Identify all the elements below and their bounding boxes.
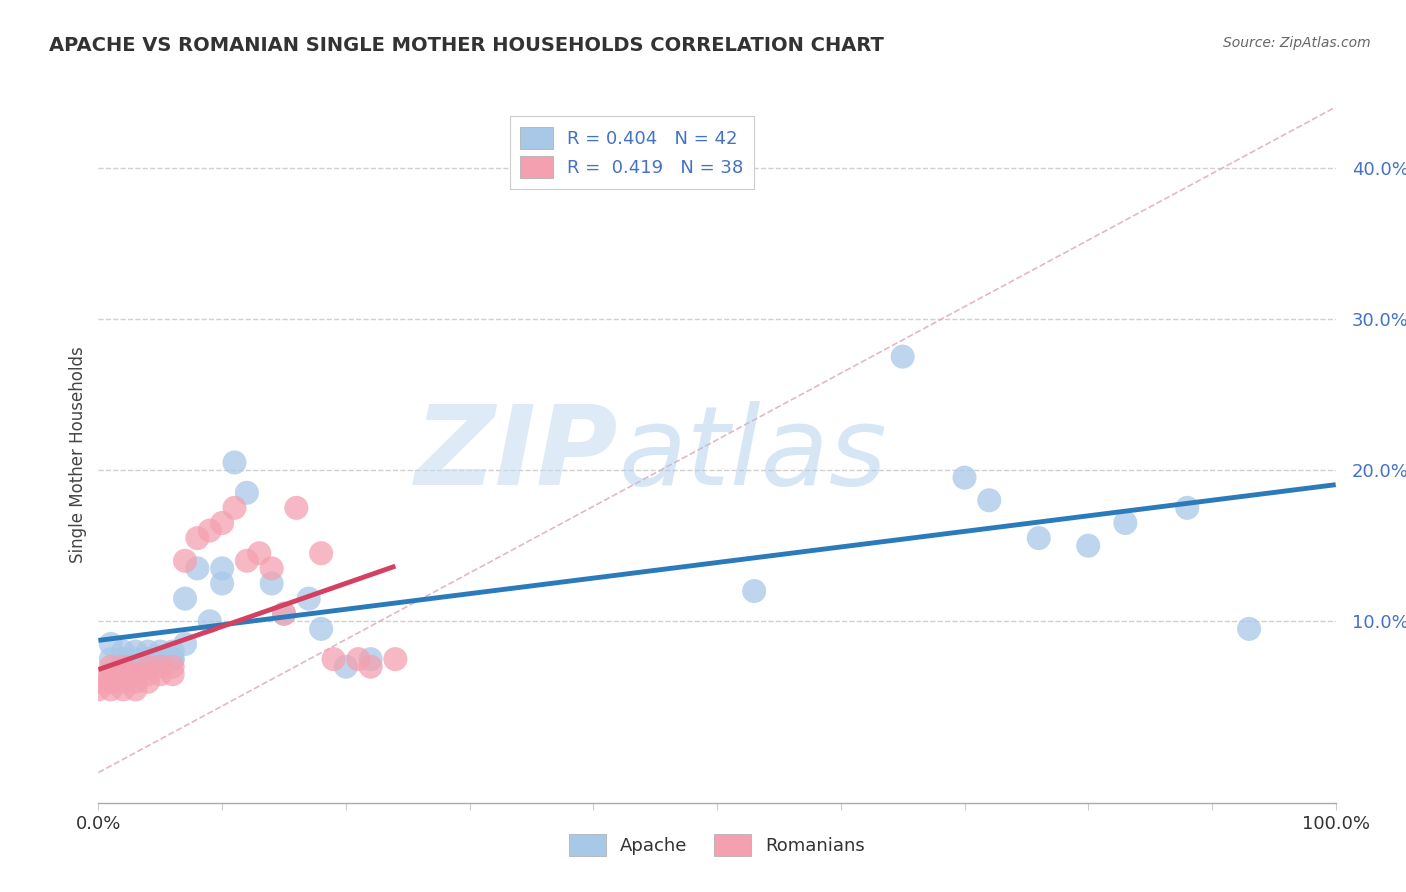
Point: [112, 674, 135, 689]
Point: [112, 652, 135, 666]
Point: [124, 644, 146, 658]
Point: [322, 652, 344, 666]
Point: [112, 659, 135, 673]
Point: [112, 652, 135, 666]
Point: [186, 561, 208, 575]
Point: [1028, 531, 1050, 545]
Point: [124, 667, 146, 681]
Point: [149, 644, 172, 658]
Point: [335, 659, 357, 673]
Point: [100, 674, 122, 689]
Point: [360, 659, 382, 673]
Point: [309, 546, 332, 560]
Point: [124, 674, 146, 689]
Point: [224, 500, 246, 515]
Point: [891, 350, 914, 364]
Point: [124, 667, 146, 681]
Point: [162, 652, 184, 666]
Legend: Apache, Romanians: Apache, Romanians: [562, 827, 872, 863]
Point: [309, 622, 332, 636]
Point: [112, 659, 135, 673]
Text: Source: ZipAtlas.com: Source: ZipAtlas.com: [1223, 36, 1371, 50]
Point: [1114, 516, 1136, 530]
Point: [174, 554, 197, 568]
Point: [136, 652, 159, 666]
Point: [100, 667, 122, 681]
Text: ZIP: ZIP: [415, 401, 619, 508]
Point: [162, 659, 184, 673]
Point: [174, 591, 197, 606]
Point: [1175, 500, 1198, 515]
Point: [112, 682, 135, 697]
Point: [1077, 539, 1099, 553]
Point: [112, 644, 135, 658]
Point: [100, 659, 122, 673]
Point: [224, 455, 246, 469]
Point: [162, 667, 184, 681]
Point: [87, 674, 110, 689]
Point: [1237, 622, 1260, 636]
Point: [162, 652, 184, 666]
Point: [186, 531, 208, 545]
Point: [162, 644, 184, 658]
Point: [211, 516, 233, 530]
Point: [247, 546, 270, 560]
Point: [174, 637, 197, 651]
Point: [136, 667, 159, 681]
Point: [347, 652, 370, 666]
Point: [100, 637, 122, 651]
Point: [211, 561, 233, 575]
Point: [124, 652, 146, 666]
Point: [87, 682, 110, 697]
Text: APACHE VS ROMANIAN SINGLE MOTHER HOUSEHOLDS CORRELATION CHART: APACHE VS ROMANIAN SINGLE MOTHER HOUSEHO…: [49, 36, 884, 54]
Point: [112, 667, 135, 681]
Point: [136, 659, 159, 673]
Point: [136, 659, 159, 673]
Point: [136, 674, 159, 689]
Point: [384, 652, 406, 666]
Point: [100, 674, 122, 689]
Point: [112, 667, 135, 681]
Point: [136, 652, 159, 666]
Point: [236, 485, 259, 500]
Point: [100, 652, 122, 666]
Point: [149, 667, 172, 681]
Point: [260, 576, 283, 591]
Point: [100, 682, 122, 697]
Point: [236, 554, 259, 568]
Point: [298, 591, 321, 606]
Point: [198, 524, 221, 538]
Point: [979, 493, 1001, 508]
Point: [273, 607, 295, 621]
Point: [360, 652, 382, 666]
Point: [260, 561, 283, 575]
Point: [273, 607, 295, 621]
Point: [198, 615, 221, 629]
Point: [953, 470, 976, 484]
Point: [136, 644, 159, 658]
Point: [285, 500, 308, 515]
Text: atlas: atlas: [619, 401, 887, 508]
Point: [149, 659, 172, 673]
Point: [149, 652, 172, 666]
Point: [124, 659, 146, 673]
Point: [211, 576, 233, 591]
Y-axis label: Single Mother Households: Single Mother Households: [69, 347, 87, 563]
Point: [742, 584, 765, 599]
Point: [124, 682, 146, 697]
Point: [149, 652, 172, 666]
